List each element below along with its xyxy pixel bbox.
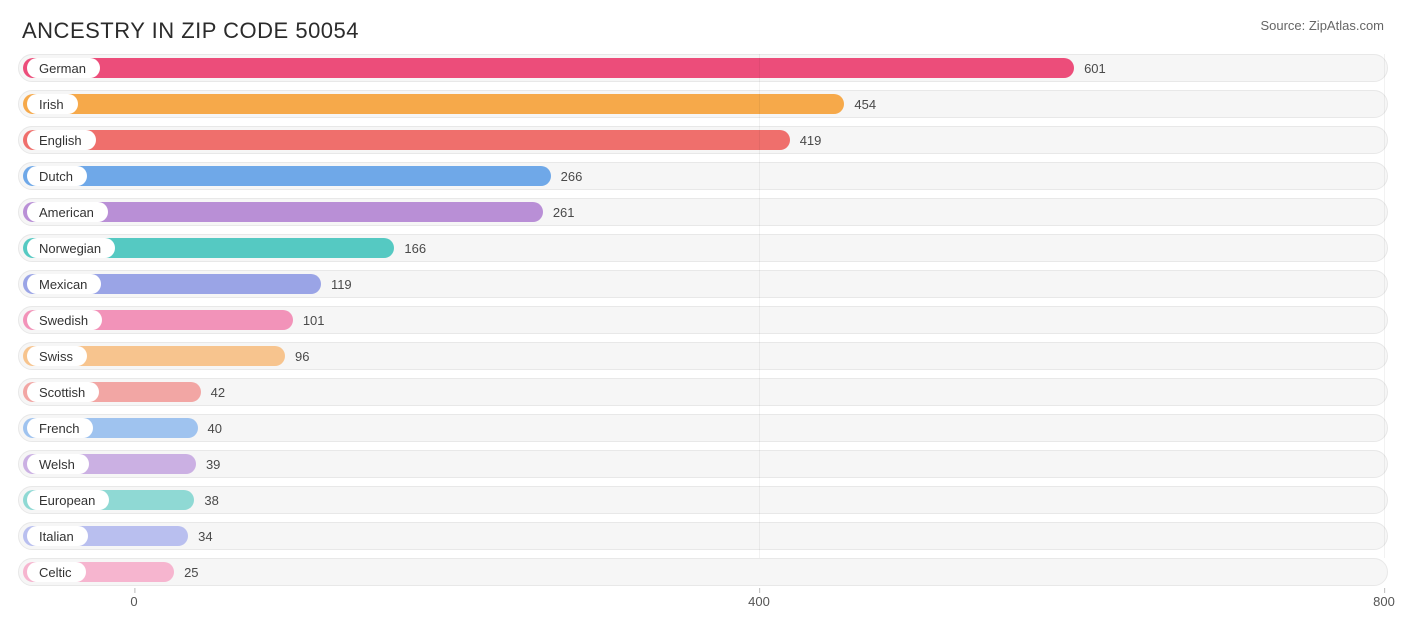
bar-label: Scottish: [27, 382, 99, 402]
axis-tick: 800: [1373, 594, 1395, 609]
bar-fill: [23, 94, 844, 114]
bar-track: English 419: [18, 126, 1388, 154]
bar-fill: [23, 130, 790, 150]
bar-label: Mexican: [27, 274, 101, 294]
bar-track: Celtic 25: [18, 558, 1388, 586]
axis-tick: 400: [748, 594, 770, 609]
bar-value: 39: [196, 451, 220, 477]
chart-header: ANCESTRY IN ZIP CODE 50054 Source: ZipAt…: [0, 0, 1406, 54]
bar-label: Welsh: [27, 454, 89, 474]
bar-track: Dutch 266: [18, 162, 1388, 190]
bar-fill: [23, 166, 551, 186]
bar-value: 261: [543, 199, 575, 225]
bar-value: 42: [201, 379, 225, 405]
bar-track: Norwegian 166: [18, 234, 1388, 262]
bar-value: 119: [321, 271, 352, 297]
bar-value: 34: [188, 523, 212, 549]
bar-value: 419: [790, 127, 822, 153]
bar-track: French 40: [18, 414, 1388, 442]
bar-label: Swedish: [27, 310, 102, 330]
bar-value: 38: [194, 487, 218, 513]
bar-label: Norwegian: [27, 238, 115, 258]
bar-label: Dutch: [27, 166, 87, 186]
bar-label: Italian: [27, 526, 88, 546]
bar-track: Mexican 119: [18, 270, 1388, 298]
bar-track: Swiss 96: [18, 342, 1388, 370]
bar-label: European: [27, 490, 109, 510]
bar-value: 166: [394, 235, 426, 261]
bar-label: Swiss: [27, 346, 87, 366]
bar-track: Welsh 39: [18, 450, 1388, 478]
bar-value: 601: [1074, 55, 1106, 81]
chart-area: German 601 Irish 454 English 419 Dutch 266 Ameri…: [0, 54, 1406, 622]
bar-track: American 261: [18, 198, 1388, 226]
bar-value: 266: [551, 163, 583, 189]
bar-label: Irish: [27, 94, 78, 114]
bar-track: Irish 454: [18, 90, 1388, 118]
bar-label: English: [27, 130, 96, 150]
x-axis: 0400800: [18, 594, 1388, 622]
bar-label: American: [27, 202, 108, 222]
chart-source: Source: ZipAtlas.com: [1260, 18, 1384, 33]
chart-title: ANCESTRY IN ZIP CODE 50054: [22, 18, 359, 44]
bar-value: 96: [285, 343, 309, 369]
bar-track: Swedish 101: [18, 306, 1388, 334]
bar-value: 40: [198, 415, 222, 441]
bar-label: French: [27, 418, 93, 438]
bar-label: German: [27, 58, 100, 78]
axis-tick: 0: [130, 594, 137, 609]
bar-track: Scottish 42: [18, 378, 1388, 406]
bar-label: Celtic: [27, 562, 86, 582]
bar-value: 454: [844, 91, 876, 117]
bar-value: 25: [174, 559, 198, 585]
bar-track: European 38: [18, 486, 1388, 514]
bar-track: German 601: [18, 54, 1388, 82]
bar-fill: [23, 58, 1074, 78]
bar-track: Italian 34: [18, 522, 1388, 550]
bar-value: 101: [293, 307, 325, 333]
